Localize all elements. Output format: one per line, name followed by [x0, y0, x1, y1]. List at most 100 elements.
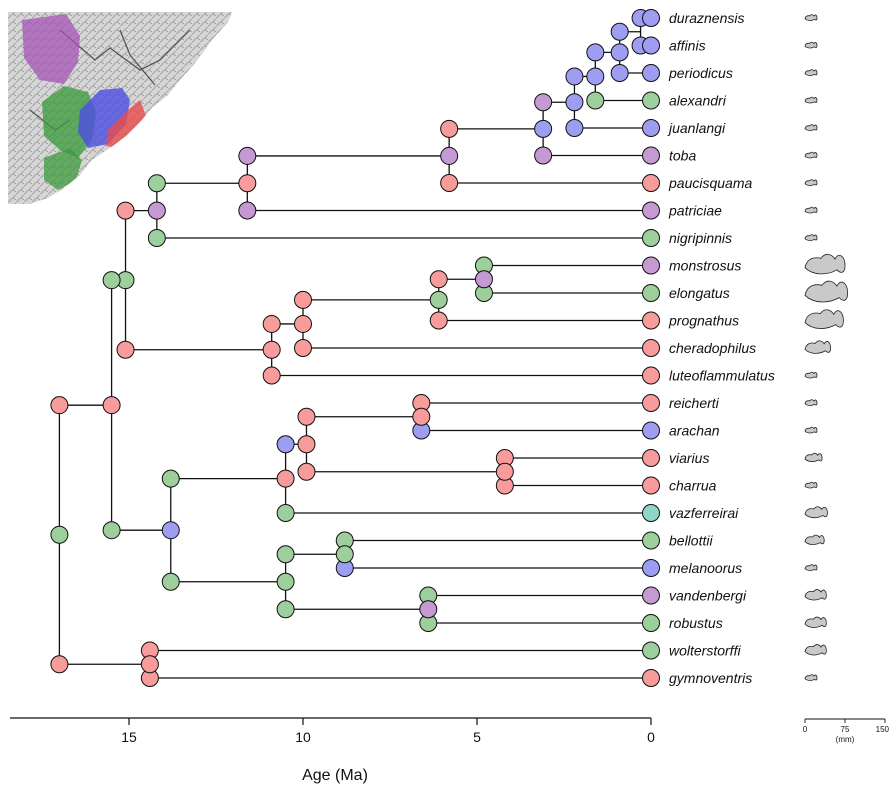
node-state-circle [147, 201, 166, 220]
tip-state-circle [642, 559, 660, 577]
taxon-label: cheradophilus [669, 340, 756, 356]
taxon-label: toba [669, 148, 696, 164]
tip-state-circle [642, 476, 660, 495]
tip-state-circle [642, 36, 660, 55]
taxon-label: robustus [669, 615, 723, 631]
node-state-circle [586, 43, 605, 62]
node-state-circle [102, 271, 121, 290]
taxon-label: melanoorus [669, 560, 742, 576]
tree-branches [58, 17, 651, 679]
region-purple [22, 14, 80, 84]
node-state-circle [147, 174, 166, 193]
node-state-circle [102, 396, 121, 415]
tip-state-circle [642, 394, 660, 412]
tip-state-circle [642, 311, 660, 330]
tip-state-circle [642, 531, 660, 550]
node-state-circle [565, 67, 584, 86]
size-scale-label: 75 [841, 725, 850, 734]
age-tick-label: 0 [647, 729, 655, 745]
tip-state-circle [642, 174, 660, 192]
tip-state-circle [642, 256, 660, 275]
node-state-circle [429, 290, 448, 309]
taxon-label: vazferreirai [669, 505, 739, 521]
region-green-south [44, 148, 82, 190]
taxon-label: affinis [669, 38, 706, 54]
fish-silhouette-icon [804, 589, 827, 601]
fish-silhouette-icon [804, 564, 818, 571]
fish-silhouette-icon [804, 14, 818, 21]
fish-silhouette-icon [804, 309, 844, 329]
fish-silhouette-icon [804, 280, 849, 303]
fish-silhouette-icon [804, 506, 828, 519]
taxon-label: juanlangi [667, 120, 726, 136]
fish-silhouette-icon [804, 234, 818, 241]
fish-silhouette-icon [804, 41, 818, 49]
tip-state-circle [642, 641, 660, 660]
tip-state-circle [642, 9, 660, 27]
taxon-label: elongatus [669, 285, 730, 301]
node-state-circle [429, 270, 448, 289]
node-state-circle [297, 435, 316, 454]
age-tick-label: 10 [295, 729, 311, 745]
node-state-circle [297, 407, 316, 426]
node-state-circle [238, 174, 257, 193]
node-state-circle [50, 396, 69, 415]
node-state-circle [262, 314, 281, 333]
age-tick-label: 15 [121, 729, 137, 745]
node-state-circle [429, 311, 448, 330]
node-state-circle [140, 655, 159, 674]
fish-silhouette-icon [804, 69, 818, 76]
node-state-circle [495, 462, 514, 481]
node-state-circle [276, 469, 295, 488]
taxon-label: viarius [669, 450, 709, 466]
node-state-circle [50, 655, 69, 674]
fish-silhouette-icon [804, 96, 818, 104]
node-state-circle [610, 64, 629, 82]
node-state-circle [294, 339, 312, 357]
node-state-circle [565, 119, 584, 137]
node-state-circle [116, 201, 135, 220]
size-scale-label: 150 [876, 725, 890, 734]
fish-silhouette-icon [804, 674, 818, 681]
tip-state-circle [642, 119, 660, 137]
fish-silhouette-icon [804, 452, 823, 462]
node-state-circle [294, 314, 312, 333]
node-state-circle [50, 525, 69, 544]
node-state-circle [238, 201, 257, 220]
taxon-label: patriciae [668, 203, 722, 219]
node-state-circle [276, 572, 295, 591]
node-state-circle [276, 600, 295, 619]
node-state-circle [116, 340, 135, 359]
node-state-circle [161, 469, 180, 488]
node-state-circle [534, 93, 553, 112]
node-state-circle [474, 270, 493, 289]
node-state-circle [412, 407, 431, 426]
fish-silhouette-icon [804, 481, 818, 489]
taxon-label: prognathus [668, 313, 739, 329]
taxon-label: vandenbergi [669, 588, 747, 604]
inset-map [8, 12, 232, 204]
tip-state-circle [642, 91, 660, 110]
size-scale-label: 0 [803, 725, 808, 734]
fish-silhouette-icon [804, 124, 818, 131]
region-red [106, 100, 146, 148]
node-state-circle [161, 572, 180, 591]
node-state-circle [440, 119, 459, 138]
node-state-circle [147, 229, 166, 247]
taxon-label: charrua [669, 478, 717, 494]
node-state-circle [565, 93, 584, 112]
age-axis: 15 10 5 0 Age (Ma) [10, 717, 655, 784]
tip-state-circle [642, 146, 660, 165]
taxon-label: alexandri [669, 93, 727, 109]
node-state-circle [276, 545, 295, 564]
fish-silhouette-icon [804, 253, 846, 275]
node-state-circle [102, 521, 121, 540]
tip-state-circle [642, 201, 660, 220]
node-state-circle [297, 462, 316, 481]
node-state-circle [238, 146, 257, 165]
tip-state-circle [642, 64, 660, 82]
taxon-label: duraznensis [669, 10, 745, 26]
taxon-label: arachan [669, 423, 720, 439]
taxon-label: nigripinnis [669, 230, 732, 246]
